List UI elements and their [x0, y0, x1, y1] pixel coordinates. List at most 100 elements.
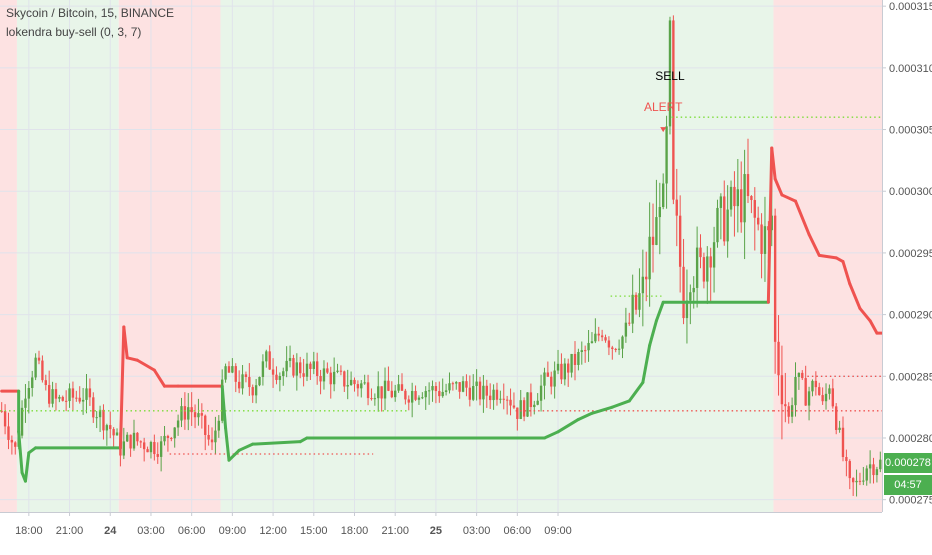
- candle: [98, 405, 102, 433]
- candle: [499, 390, 502, 404]
- candle: [105, 423, 109, 446]
- trail-line-segment: [868, 319, 879, 335]
- candle: [868, 450, 872, 484]
- candle-body: [516, 407, 519, 419]
- candle: [556, 349, 560, 375]
- candle: [122, 427, 126, 460]
- candle-body: [811, 380, 814, 392]
- candle: [319, 369, 322, 395]
- candle-body: [841, 427, 845, 458]
- candle: [546, 361, 550, 377]
- trail-line-segment: [793, 199, 811, 236]
- candle: [709, 247, 712, 304]
- candle-body: [224, 366, 227, 380]
- candle: [210, 427, 214, 451]
- candle-body: [617, 348, 621, 350]
- candle-body: [295, 362, 299, 376]
- candle-body: [468, 387, 472, 400]
- candle: [651, 203, 655, 273]
- candle: [214, 416, 217, 454]
- candle: [377, 371, 380, 412]
- candle-body: [434, 386, 438, 392]
- candle: [159, 436, 163, 472]
- time-tick-label: 21:00: [381, 525, 409, 537]
- time-tick-label: 09:00: [219, 525, 247, 537]
- candle-body: [366, 382, 370, 399]
- candle-body: [587, 342, 590, 351]
- candle-body: [465, 381, 468, 388]
- candle-body: [740, 189, 743, 223]
- candle: [241, 365, 244, 395]
- candle-body: [821, 395, 824, 402]
- candle: [302, 358, 305, 387]
- candle: [20, 400, 24, 439]
- candle: [804, 365, 807, 406]
- candle: [509, 388, 512, 416]
- candle: [465, 374, 468, 397]
- candle-body: [332, 371, 336, 385]
- candle-body: [132, 432, 136, 449]
- candle-body: [394, 390, 397, 398]
- candle: [227, 361, 231, 373]
- candle: [299, 356, 302, 379]
- candle: [207, 424, 210, 446]
- candle-body: [146, 449, 149, 453]
- candle-body: [733, 186, 736, 207]
- candle: [543, 367, 546, 400]
- candle: [522, 397, 526, 422]
- trail-line-segment: [858, 306, 872, 323]
- time-tick-label: 25: [430, 525, 442, 537]
- candle: [190, 392, 193, 426]
- candle: [740, 161, 743, 233]
- candle: [468, 375, 472, 407]
- candle: [553, 361, 556, 399]
- candle-body: [200, 413, 204, 416]
- candle: [0, 402, 3, 413]
- candle: [64, 390, 68, 412]
- candle-body: [777, 341, 780, 376]
- candle: [756, 206, 760, 231]
- candle: [173, 427, 176, 448]
- trail-line-segment: [125, 356, 139, 362]
- candle: [461, 376, 465, 393]
- candle-body: [48, 385, 51, 404]
- symbol-title[interactable]: Skycoin / Bitcoin, 15, BINANCE: [6, 6, 175, 20]
- candle: [726, 185, 729, 258]
- candle: [92, 392, 95, 423]
- time-tick-label: 18:00: [341, 525, 369, 537]
- candle-body: [377, 386, 380, 399]
- candle: [658, 182, 661, 255]
- time-tick-label: 06:00: [178, 525, 206, 537]
- candle-body: [807, 391, 811, 406]
- trail-line-segment: [122, 325, 129, 360]
- candle-body: [736, 189, 740, 207]
- trail-line-segment: [848, 282, 862, 310]
- candle: [163, 425, 166, 446]
- candle-body: [787, 406, 790, 417]
- candle-body: [492, 389, 495, 401]
- candle-body: [662, 183, 665, 207]
- candle-body: [241, 374, 244, 389]
- candle: [577, 348, 580, 371]
- candle-body: [763, 226, 767, 254]
- candle: [536, 393, 539, 406]
- candle: [583, 345, 587, 363]
- candle-body: [607, 340, 611, 348]
- candle: [54, 382, 58, 411]
- candle: [353, 377, 356, 392]
- candle: [156, 442, 159, 464]
- candle: [387, 366, 390, 392]
- bar-countdown: 04:57: [884, 474, 932, 495]
- candle: [231, 358, 234, 374]
- candle: [716, 199, 719, 248]
- candle-body: [322, 368, 326, 382]
- candle-body: [360, 383, 363, 389]
- candle-body: [339, 370, 343, 372]
- candle-body: [292, 358, 295, 376]
- candle: [607, 336, 611, 356]
- indicator-title[interactable]: lokendra buy-sell (0, 3, 7): [6, 25, 142, 39]
- candle-body: [723, 196, 726, 242]
- candle: [370, 388, 373, 401]
